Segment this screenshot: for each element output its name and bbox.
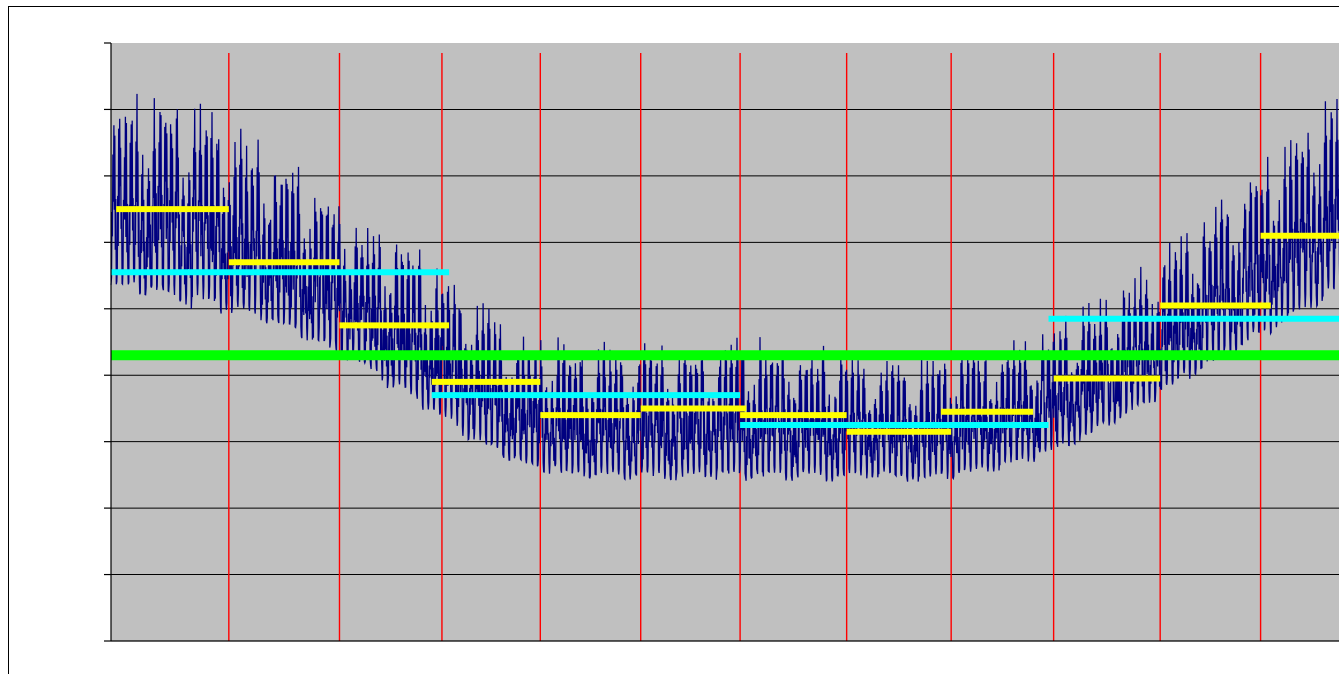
load-line [110, 93, 1339, 482]
load-series [110, 93, 1339, 482]
plot-area [111, 43, 1339, 641]
average-series [111, 206, 1339, 435]
axes [104, 42, 1339, 642]
